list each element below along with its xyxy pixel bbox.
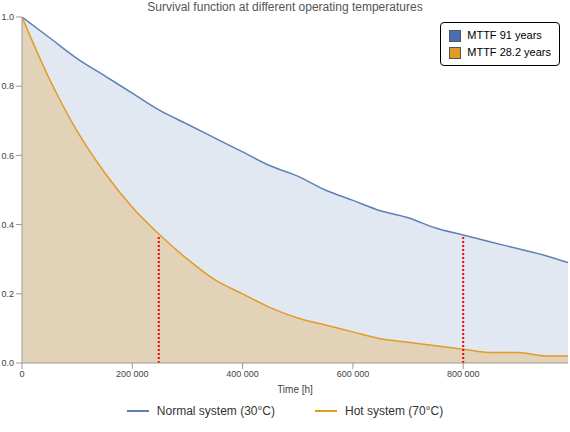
svg-text:600 000: 600 000: [337, 369, 370, 379]
svg-text:0.0: 0.0: [8, 358, 14, 368]
svg-text:200 000: 200 000: [116, 369, 149, 379]
svg-text:0.6: 0.6: [8, 151, 14, 161]
svg-text:Time [h]: Time [h]: [277, 384, 313, 395]
html-text:MTTF 28.2 years: MTTF 28.2 years: [467, 46, 551, 58]
svg-text:800 000: 800 000: [447, 369, 480, 379]
svg-text:0.8: 0.8: [8, 81, 14, 91]
svg-text:0.4: 0.4: [8, 220, 14, 230]
html-text:Hot system (70°C): Hot system (70°C): [345, 404, 444, 418]
svg-text:0: 0: [19, 369, 24, 379]
html-text:MTTF 91 years: MTTF 91 years: [467, 29, 542, 41]
svg-text:400 000: 400 000: [226, 369, 259, 379]
html-text:Normal system (30°C): Normal system (30°C): [156, 404, 275, 418]
html-text:Survival function at different: Survival function at different operating…: [147, 0, 423, 14]
svg-text:1.0: 1.0: [8, 12, 14, 22]
svg-text:0.2: 0.2: [8, 289, 14, 299]
